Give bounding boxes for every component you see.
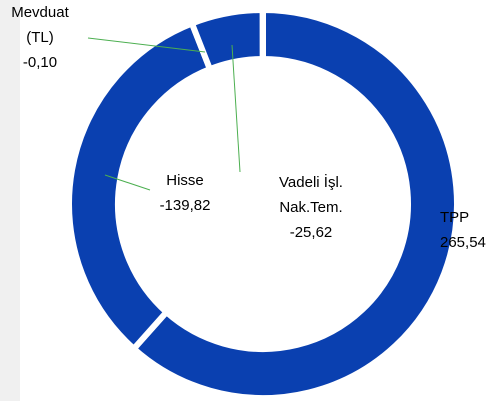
value-label: -25,62 (289, 224, 333, 241)
donut-segment (66, 19, 214, 353)
data-label: TPP 265,54 (440, 205, 503, 255)
leader-line (87, 37, 206, 53)
value-label: -0,10 (22, 54, 58, 71)
value-label: -139,82 (159, 197, 211, 214)
data-label: Vadeli İşl. Nak.Tem. -25,62 (258, 170, 364, 245)
category-name: TPP (440, 209, 470, 226)
side-strip (0, 0, 20, 401)
leader-line (231, 44, 241, 173)
data-label: Hisse -139,82 (140, 168, 230, 218)
donut-segment (129, 6, 460, 401)
leader-line (104, 174, 151, 191)
category-name: Mevduat (TL) (11, 4, 69, 46)
value-label: 265,54 (440, 234, 486, 251)
category-name: Vadeli İşl. Nak.Tem. (279, 174, 343, 216)
category-name: Hisse (166, 172, 204, 189)
data-label: Mevduat (TL) -0,10 (0, 0, 80, 75)
